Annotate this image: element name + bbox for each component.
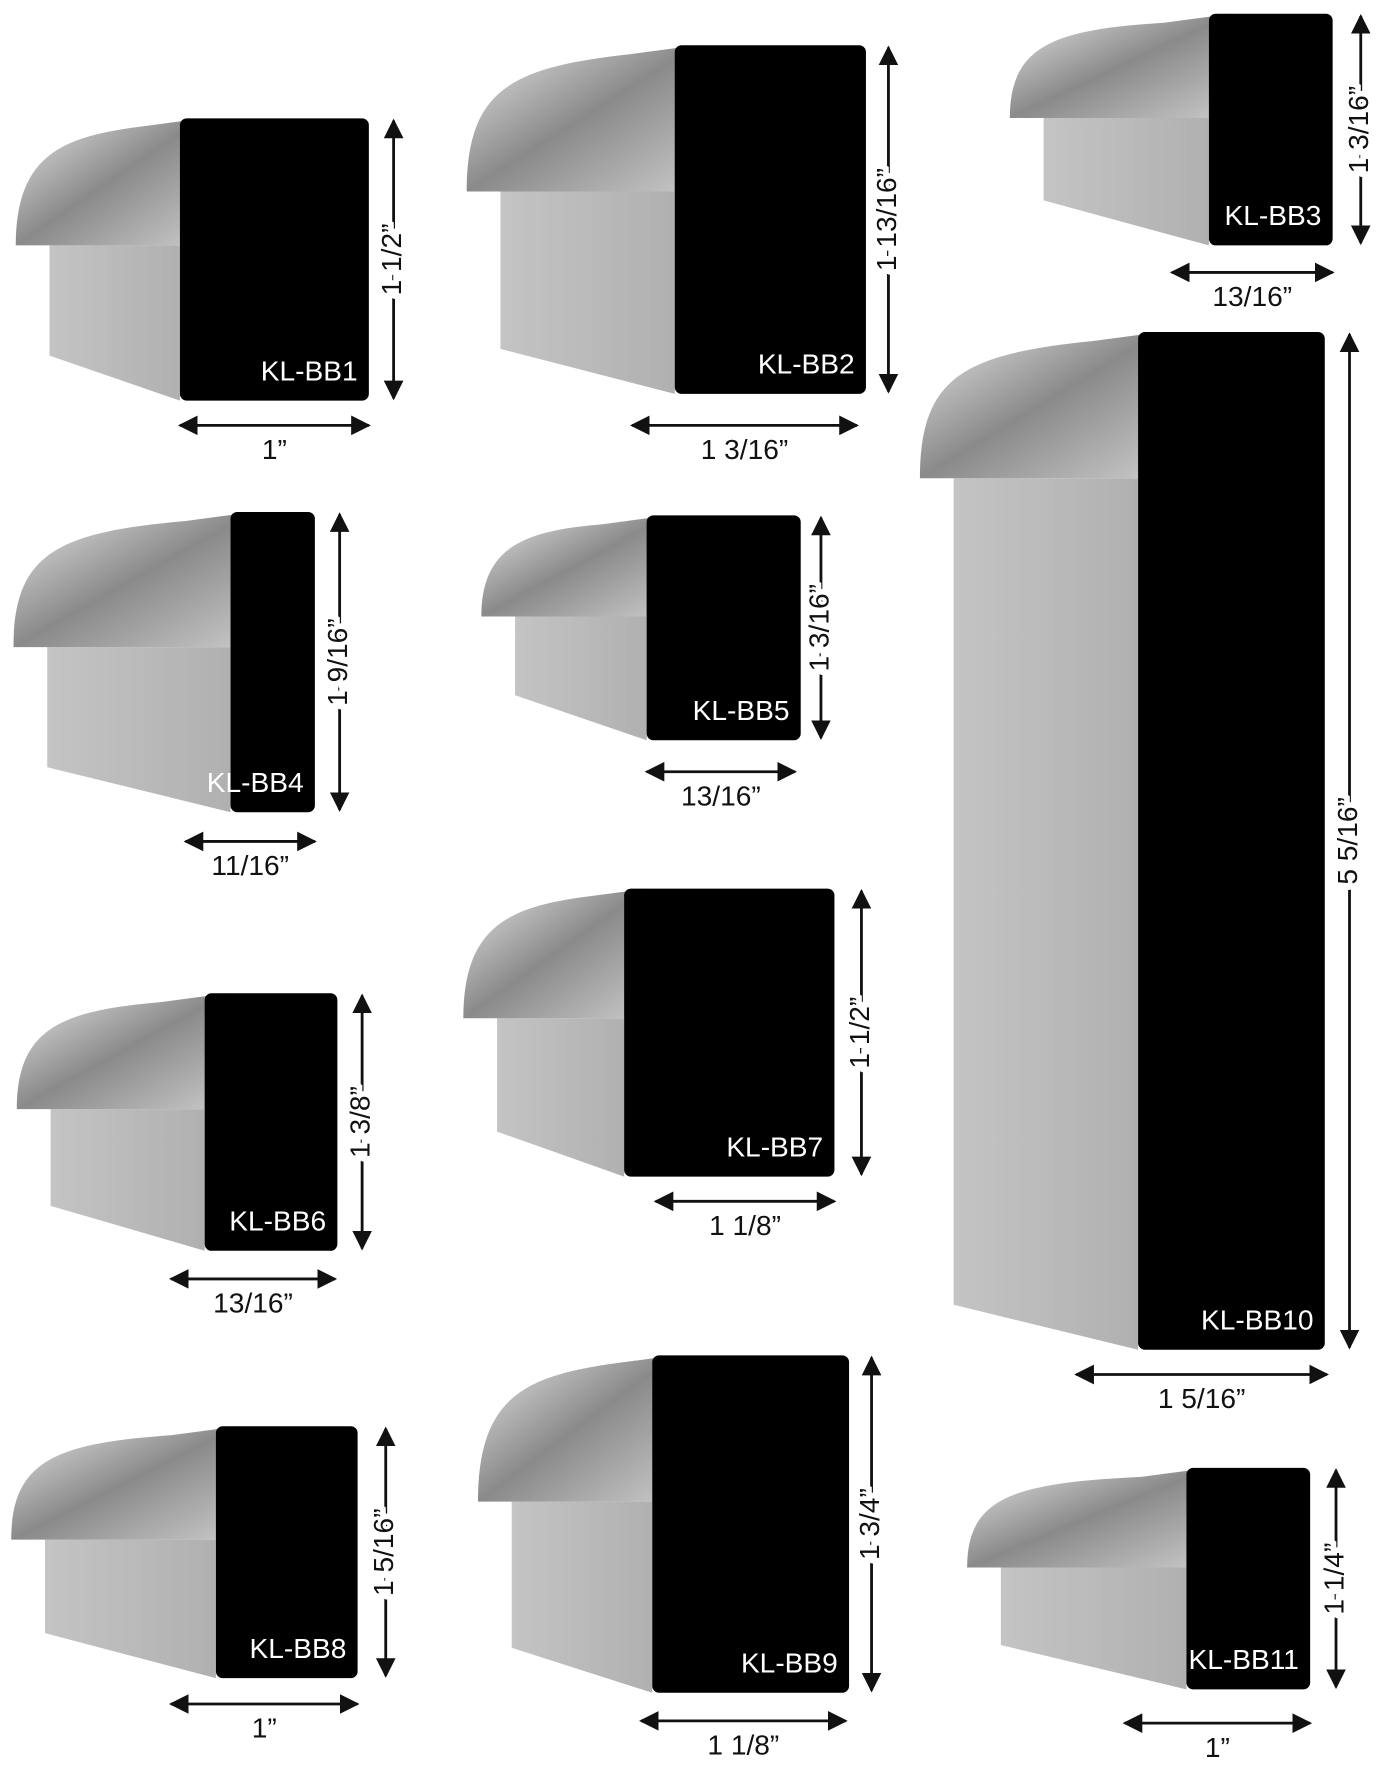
- profile-section: [215, 1426, 358, 1679]
- width-label: 1 5/16”: [1158, 1383, 1246, 1414]
- profile-body: [497, 1018, 625, 1177]
- height-label: 1 13/16”: [871, 168, 902, 271]
- profile-section: [230, 511, 315, 813]
- profile-cap: [463, 888, 647, 1019]
- profile: KL-BB8 1 5/16” 1”: [11, 1426, 405, 1749]
- profile-section: [624, 888, 835, 1177]
- profile-label: KL-BB10: [1201, 1305, 1314, 1336]
- width-label: 1”: [1205, 1732, 1230, 1763]
- profile: KL-BB6 1 3/8” 13/16”: [16, 993, 381, 1324]
- profile-label: KL-BB6: [229, 1206, 326, 1237]
- profile-section: [1208, 13, 1333, 246]
- width-label: 1 1/8”: [709, 1210, 781, 1241]
- width-label: 1 3/16”: [701, 434, 789, 465]
- profile-cap: [477, 1355, 675, 1502]
- profile: KL-BB2 1 13/16” 1 3/16”: [466, 45, 907, 471]
- profile-label: KL-BB11: [1188, 1644, 1298, 1675]
- width-label: 13/16”: [681, 780, 761, 811]
- profile-cap: [1009, 13, 1232, 119]
- height-label: 1 1/4”: [1318, 1543, 1349, 1615]
- profile-section: [674, 45, 866, 394]
- profile-label: KL-BB9: [741, 1648, 838, 1679]
- profile: KL-BB10 5 5/16” 1 5/16”: [919, 332, 1369, 1420]
- width-label: 1 1/8”: [707, 1730, 779, 1761]
- width-label: 1”: [252, 1713, 277, 1744]
- height-label: 5 5/16”: [1332, 797, 1363, 885]
- profile-cap: [481, 515, 670, 617]
- profile-label: KL-BB4: [207, 767, 304, 798]
- height-label: 1 3/4”: [854, 1488, 885, 1560]
- profile-label: KL-BB5: [693, 695, 790, 726]
- profile-body: [500, 191, 675, 394]
- profile-label: KL-BB2: [758, 349, 855, 380]
- width-label: 13/16”: [213, 1288, 293, 1319]
- profile-label: KL-BB7: [726, 1131, 823, 1162]
- profile-section: [1186, 1467, 1311, 1690]
- profile-body: [953, 478, 1139, 1350]
- profile-body: [1000, 1567, 1187, 1690]
- profile-section: [652, 1355, 850, 1693]
- profile: KL-BB1 1 1/2” 1”: [15, 118, 413, 471]
- profile-section: [179, 118, 369, 401]
- profile-cap: [15, 118, 203, 246]
- profile-body: [50, 1109, 205, 1251]
- height-label: 1 3/16”: [1343, 86, 1374, 174]
- profile: KL-BB5 1 3/16” 13/16”: [481, 515, 840, 817]
- profile-body: [49, 245, 180, 401]
- profile-body: [44, 1539, 216, 1679]
- height-label: 1 3/16”: [803, 584, 834, 672]
- profile: KL-BB11 1 1/4” 1”: [967, 1467, 1355, 1765]
- profile-label: KL-BB1: [261, 355, 358, 386]
- profile: KL-BB7 1 1/2” 1 1/8”: [463, 888, 880, 1247]
- profile-cap: [967, 1467, 1209, 1568]
- profile-cap: [16, 993, 228, 1110]
- width-label: 13/16”: [1212, 281, 1292, 312]
- height-label: 1 1/2”: [376, 224, 407, 296]
- height-label: 1 9/16”: [322, 618, 353, 706]
- profile-body: [515, 616, 647, 741]
- width-label: 1”: [262, 434, 287, 465]
- profile-cap: [13, 511, 254, 648]
- profile-body: [511, 1501, 653, 1693]
- profile-body: [1043, 118, 1209, 246]
- profile-section: [204, 993, 338, 1251]
- profile-cap: [919, 332, 1161, 479]
- profile-cap: [466, 45, 698, 192]
- profile-section: [646, 515, 801, 741]
- height-label: 1 5/16”: [368, 1508, 399, 1596]
- profile: KL-BB9 1 3/4” 1 1/8”: [477, 1355, 891, 1765]
- height-label: 1 3/8”: [345, 1086, 376, 1158]
- height-label: 1 1/2”: [844, 997, 875, 1069]
- profile-label: KL-BB3: [1225, 200, 1322, 231]
- profile-body: [47, 647, 231, 813]
- profile-label: KL-BB8: [249, 1633, 346, 1664]
- profile: KL-BB3 1 3/16” 13/16”: [1009, 13, 1380, 318]
- width-label: 11/16”: [211, 850, 289, 881]
- profile-cap: [11, 1426, 239, 1540]
- profile-section: [1138, 332, 1325, 1350]
- profile: KL-BB4 1 9/16” 11/16”: [13, 511, 359, 887]
